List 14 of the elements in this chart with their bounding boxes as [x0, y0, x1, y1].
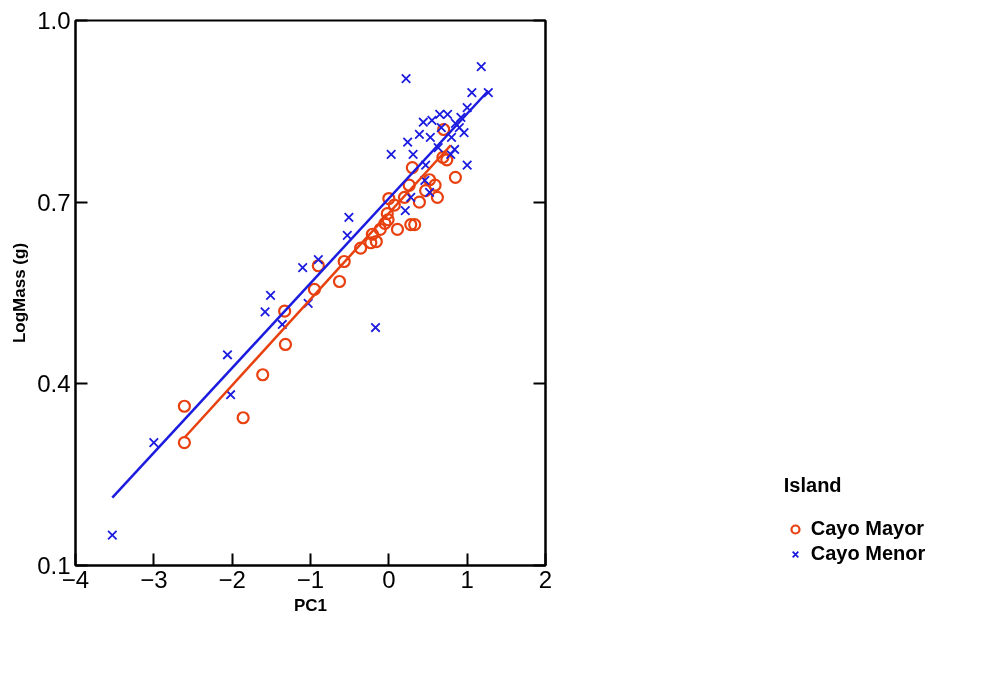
y-tick-label: 1.0: [37, 7, 71, 34]
x-axis-title: PC1: [293, 595, 328, 615]
x-tick-label: −1: [296, 565, 325, 593]
y-tick-label: 0.4: [37, 370, 71, 398]
x-tick-label: 2: [538, 565, 553, 593]
y-axis-title: LogMass (g): [10, 242, 30, 344]
x-tick-label: −3: [140, 565, 168, 593]
x-tick-label: 0: [382, 565, 396, 593]
legend-label: Cayo Mayor: [810, 517, 925, 540]
x-tick-label: −2: [218, 565, 246, 593]
y-tick-label: 0.7: [37, 188, 71, 216]
x-tick-label: 1: [460, 565, 474, 593]
legend-title: Island: [783, 474, 843, 497]
legend-label: Cayo Menor: [810, 542, 926, 565]
